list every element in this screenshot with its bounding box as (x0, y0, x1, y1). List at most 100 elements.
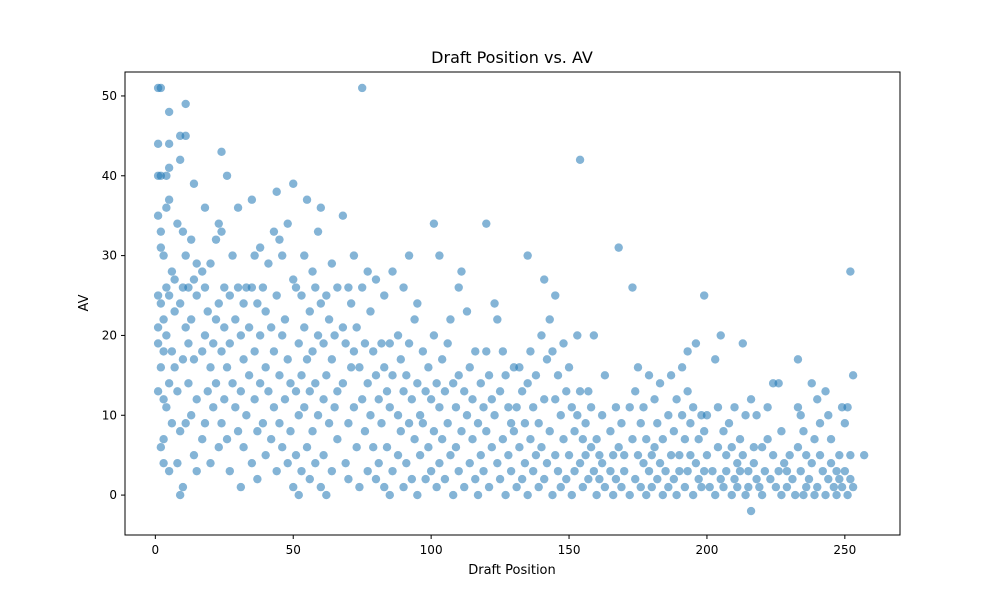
data-point (322, 371, 331, 380)
data-point (319, 339, 328, 348)
data-point (236, 387, 246, 396)
data-point (291, 283, 301, 292)
data-point (810, 435, 819, 444)
data-point (804, 474, 814, 484)
data-point (156, 243, 166, 252)
data-point (584, 387, 593, 396)
data-point (162, 203, 171, 212)
data-point (324, 419, 334, 428)
data-point (272, 187, 281, 196)
data-point (636, 419, 645, 428)
data-point (435, 458, 444, 468)
data-point (153, 211, 163, 220)
data-point (735, 435, 745, 444)
data-point (225, 291, 234, 300)
data-point (540, 275, 549, 284)
data-point (625, 403, 634, 412)
data-point (338, 379, 348, 388)
data-point (250, 251, 259, 260)
data-point (537, 331, 546, 340)
data-point (584, 474, 593, 484)
data-point (192, 466, 201, 476)
data-point (454, 466, 463, 476)
data-point (388, 371, 397, 380)
data-point (578, 482, 588, 492)
data-point (608, 490, 618, 500)
data-point (286, 427, 295, 436)
data-point (680, 482, 690, 492)
data-point (162, 403, 171, 412)
data-point (733, 482, 742, 492)
data-point (559, 339, 568, 348)
data-point (222, 363, 232, 372)
data-point (669, 427, 679, 436)
data-point (156, 299, 166, 308)
data-point (189, 275, 199, 284)
data-point (164, 466, 174, 476)
data-point (175, 299, 185, 308)
data-point (297, 371, 306, 380)
data-point (380, 291, 389, 300)
data-point (722, 466, 731, 476)
data-point (206, 458, 215, 468)
data-point (410, 435, 419, 444)
data-point (498, 435, 508, 444)
data-point (402, 371, 411, 380)
data-point (214, 219, 223, 228)
x-tick-label: 150 (558, 543, 581, 557)
data-point (209, 403, 218, 412)
data-point (316, 299, 326, 308)
data-point (666, 371, 676, 380)
data-point (159, 251, 168, 260)
data-point (848, 482, 858, 492)
data-point (793, 403, 803, 412)
data-point (835, 450, 844, 460)
data-point (515, 363, 524, 372)
data-point (749, 442, 759, 452)
data-point (341, 339, 350, 348)
y-tick-label: 0 (109, 488, 117, 502)
data-point (184, 379, 193, 388)
data-point (832, 466, 841, 476)
data-point (451, 403, 461, 412)
x-tick-label: 0 (152, 543, 160, 557)
data-point (214, 442, 223, 452)
data-point (437, 355, 447, 364)
data-point (520, 419, 530, 428)
data-point (440, 387, 450, 396)
data-point (189, 179, 199, 188)
data-point (523, 379, 532, 388)
data-point (802, 482, 811, 492)
data-point (355, 482, 364, 492)
data-point (589, 466, 599, 476)
data-point (377, 339, 386, 348)
data-point (352, 442, 361, 452)
data-point (562, 387, 571, 396)
data-point (517, 474, 527, 484)
data-point (258, 283, 268, 292)
data-point (388, 267, 397, 276)
data-point (542, 355, 552, 364)
data-point (484, 371, 494, 380)
data-point (413, 379, 422, 388)
data-point (699, 291, 709, 300)
data-point (338, 323, 348, 332)
data-point (457, 427, 466, 436)
data-point (738, 450, 747, 460)
data-point (683, 387, 692, 396)
data-point (688, 490, 698, 500)
data-point (644, 371, 654, 380)
data-point (437, 435, 447, 444)
data-point (253, 299, 262, 308)
data-point (686, 450, 695, 460)
data-point (749, 458, 759, 468)
data-point (269, 347, 279, 356)
data-point (567, 490, 576, 500)
data-point (528, 466, 538, 476)
data-point (821, 387, 830, 396)
data-point (821, 490, 830, 500)
data-point (289, 482, 298, 492)
data-point (664, 411, 673, 420)
y-tick-label: 40 (102, 169, 117, 183)
data-point (683, 466, 692, 476)
